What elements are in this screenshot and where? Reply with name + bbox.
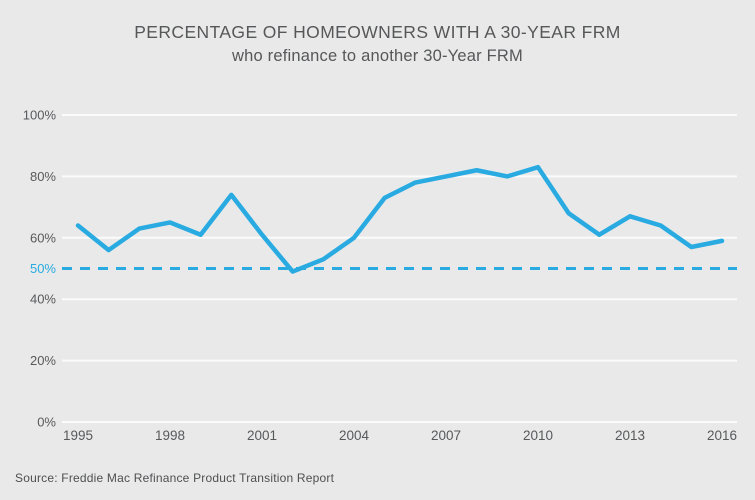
x-tick-label: 2001 <box>247 428 277 443</box>
y-tick-label: 100% <box>23 108 57 123</box>
x-tick-label: 1995 <box>63 428 93 443</box>
y-tick-label: 40% <box>30 292 56 307</box>
x-tick-label: 1998 <box>155 428 185 443</box>
x-tick-label: 2010 <box>523 428 553 443</box>
chart-subtitle: who refinance to another 30-Year FRM <box>232 47 523 65</box>
y-tick-label: 60% <box>30 230 56 245</box>
x-tick-label: 2013 <box>615 428 645 443</box>
x-tick-label: 2007 <box>431 428 461 443</box>
y-tick-label: 80% <box>30 169 56 184</box>
x-tick-label: 2004 <box>339 428 370 443</box>
reference-line-label: 50% <box>30 261 56 276</box>
source-note: Source: Freddie Mac Refinance Product Tr… <box>15 471 335 485</box>
chart-title: PERCENTAGE OF HOMEOWNERS WITH A 30-YEAR … <box>134 22 621 42</box>
y-tick-label: 0% <box>37 415 56 430</box>
data-line <box>75 164 725 274</box>
x-tick-label: 2016 <box>707 428 737 443</box>
y-tick-label: 20% <box>30 353 56 368</box>
title-block: PERCENTAGE OF HOMEOWNERS WITH A 30-YEAR … <box>0 22 755 66</box>
